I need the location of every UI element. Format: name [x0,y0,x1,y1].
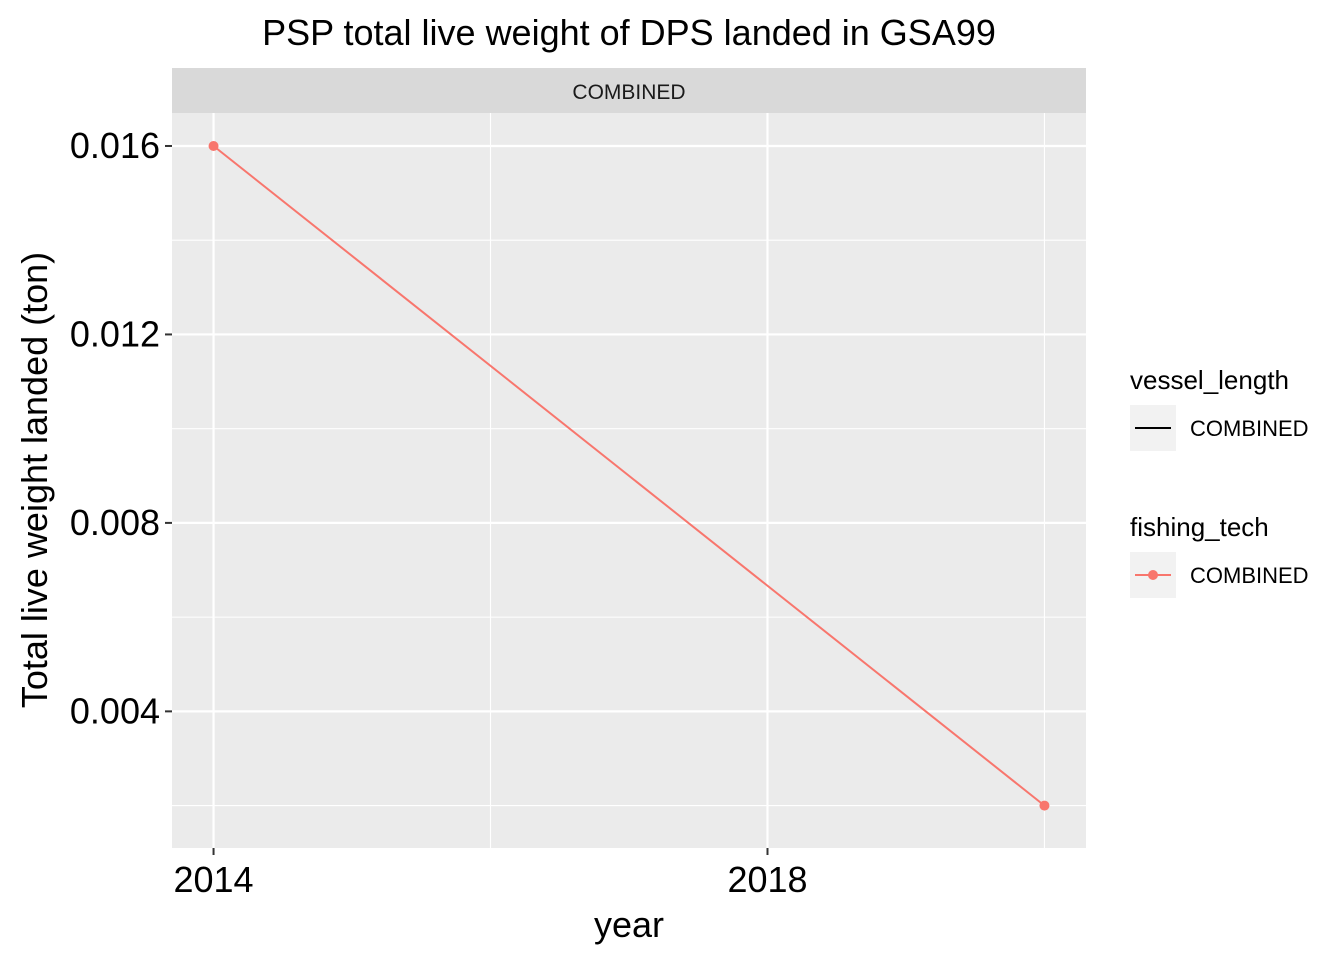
series-layer [208,140,1050,811]
y-tick-label: 0.004 [70,690,160,731]
legend-key-point [1148,570,1158,580]
x-axis-title: year [594,904,664,945]
legend-label: COMBINED [1190,416,1309,441]
y-tick-label: 0.008 [70,502,160,543]
facet-strip [172,68,1086,113]
legend: vessel_length COMBINED fishing_tech COMBINE… [1130,365,1309,598]
facet-strip-label: COMBINED [572,81,685,104]
chart-title: PSP total live weight of DPS landed in G… [262,12,996,53]
y-tick-label: 0.016 [70,125,160,166]
data-point [208,140,219,151]
axes: 0.004 0.008 0.012 0.016 2014 2018 [70,125,808,900]
grid [172,113,1086,848]
y-tick-label: 0.012 [70,313,160,354]
legend-title: vessel_length [1130,365,1289,395]
y-axis-title: Total live weight landed (ton) [14,252,55,708]
legend-title: fishing_tech [1130,512,1269,542]
plot-panel [172,113,1086,848]
data-point [1039,800,1050,811]
x-tick-label: 2014 [173,859,253,900]
series-line [212,145,1046,807]
legend-label: COMBINED [1190,563,1309,588]
x-tick-label: 2018 [727,859,807,900]
